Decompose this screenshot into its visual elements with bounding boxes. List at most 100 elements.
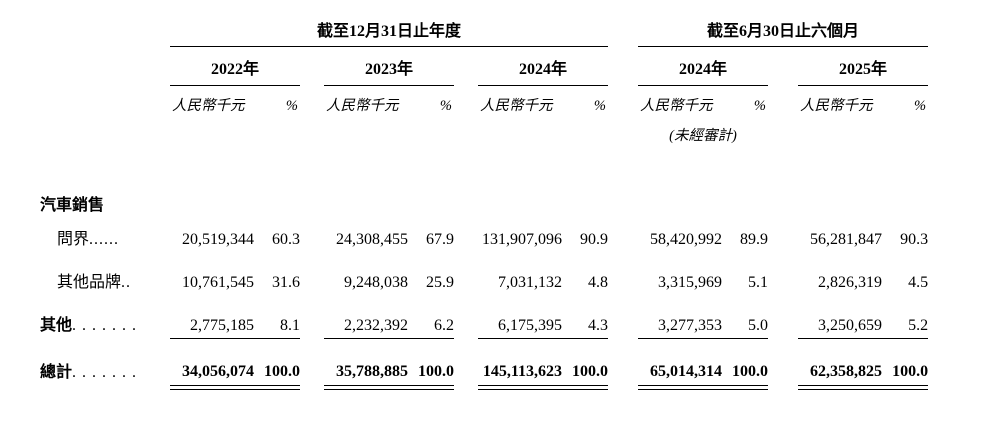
- unit-label: 人民幣千元: [480, 98, 553, 114]
- percent-cell: 31.6: [272, 274, 300, 292]
- dot-leader: . . . . . . .: [72, 317, 138, 335]
- amount-cell: 9,248,038: [344, 274, 408, 292]
- amount-cell: 6,175,395: [478, 307, 562, 350]
- group-gap: [768, 264, 798, 307]
- period-header-annual: 截至12月31日止年度: [170, 6, 609, 47]
- percent-cell: 6.2: [408, 307, 454, 350]
- amount-cell: 3,315,969: [658, 274, 723, 292]
- percent-label: %: [913, 98, 927, 114]
- group-gap: [300, 46, 324, 85]
- row-label-cell: 總計. . . . . . .: [40, 350, 170, 400]
- unaudited-note: (未經審計): [669, 128, 737, 144]
- amount-cell: 131,907,096: [482, 231, 562, 249]
- percent-label: %: [593, 98, 607, 114]
- table-row-others: 其他. . . . . . . 2,775,185 8.1 2,232,392 …: [40, 307, 929, 350]
- total-amount-cell: 65,014,314: [638, 350, 723, 400]
- spacer-row: [40, 145, 928, 185]
- percent-cell: 8.1: [254, 307, 300, 350]
- group-gap: [454, 221, 478, 264]
- percent-cell: 5.2: [882, 307, 929, 350]
- total-amount-cell: 35,788,885: [324, 350, 408, 400]
- group-gap: [300, 350, 324, 400]
- percent-cell: 89.9: [740, 231, 769, 249]
- group-gap: [608, 6, 638, 46]
- amount-cell: 58,420,992: [650, 231, 723, 249]
- total-amount-cell: 145,113,623: [478, 350, 562, 400]
- table-row-other-brands: 其他品牌.. 10,761,545 31.6 9,248,038 25.9 7,…: [40, 264, 928, 307]
- amount-cell: 3,250,659: [798, 307, 883, 350]
- percent-cell: 4.5: [908, 274, 929, 292]
- row-label-cell: 問界......: [40, 221, 170, 264]
- row-label: 總計: [40, 363, 73, 381]
- revenue-breakdown-table: 截至12月31日止年度 截至6月30日止六個月 2022年 2023年 2024…: [40, 6, 929, 400]
- percent-cell: 60.3: [272, 231, 300, 249]
- group-gap: [608, 221, 638, 264]
- dot-leader: . . . . . . .: [72, 363, 138, 381]
- amount-cell: 2,232,392: [324, 307, 408, 350]
- period-header-row: 截至12月31日止年度 截至6月30日止六個月: [40, 6, 929, 47]
- group-gap: [768, 46, 798, 85]
- amount-cell: 10,761,545: [182, 274, 254, 292]
- group-gap: [300, 221, 324, 264]
- group-gap: [300, 264, 324, 307]
- percent-label: %: [285, 98, 298, 114]
- amount-cell: 2,826,319: [818, 274, 883, 292]
- section-header-row: 汽車銷售: [40, 185, 928, 221]
- group-gap: [608, 115, 638, 145]
- dot-leader: ..: [121, 274, 132, 292]
- period-header-interim: 截至6月30日止六個月: [638, 6, 929, 47]
- label-column-spacer: [40, 85, 170, 115]
- group-gap: [608, 85, 638, 115]
- section-label-vehicle-sales: 汽車銷售: [40, 197, 105, 214]
- total-amount-cell: 62,358,825: [798, 350, 883, 400]
- row-label: 其他品牌: [57, 274, 122, 292]
- label-column-spacer: [40, 6, 170, 46]
- percent-cell: 5.0: [722, 307, 769, 350]
- label-column-spacer: [40, 46, 170, 85]
- year-header-2022: 2022年: [170, 46, 300, 86]
- percent-cell: 90.9: [580, 231, 609, 249]
- amount-cell: 3,277,353: [638, 307, 723, 350]
- group-gap: [768, 350, 798, 400]
- group-gap: [300, 85, 324, 115]
- amount-cell: 56,281,847: [810, 231, 883, 249]
- group-gap: [608, 46, 638, 85]
- group-gap: [608, 307, 638, 350]
- row-label: 問界: [57, 231, 90, 249]
- amount-cell: 2,775,185: [170, 307, 254, 350]
- year-header-2023: 2023年: [324, 46, 454, 86]
- group-gap: [768, 115, 798, 145]
- year-header-2025: 2025年: [798, 46, 929, 86]
- label-column-spacer: [40, 115, 170, 145]
- total-amount-cell: 34,056,074: [170, 350, 254, 400]
- percent-cell: 67.9: [426, 231, 454, 249]
- dot-leader: ......: [89, 231, 120, 249]
- row-label-cell: 其他品牌..: [40, 264, 170, 307]
- percent-cell: 4.3: [562, 307, 609, 350]
- amount-cell: 24,308,455: [336, 231, 408, 249]
- unit-label: 人民幣千元: [640, 98, 713, 114]
- unit-label: 人民幣千元: [172, 98, 245, 114]
- row-label: 其他: [40, 317, 73, 335]
- total-percent-cell: 100.0: [562, 350, 609, 400]
- note-spacer: [170, 115, 608, 145]
- group-gap: [768, 221, 798, 264]
- percent-label: %: [753, 98, 767, 114]
- group-gap: [454, 46, 478, 85]
- unit-label: 人民幣千元: [800, 98, 873, 114]
- group-gap: [608, 264, 638, 307]
- group-gap: [454, 85, 478, 115]
- percent-label: %: [439, 98, 452, 114]
- table-row-aito: 問界...... 20,519,344 60.3 24,308,455 67.9…: [40, 221, 928, 264]
- unaudited-note-row: (未經審計): [40, 115, 928, 145]
- group-gap: [768, 85, 798, 115]
- amount-cell: 7,031,132: [498, 274, 562, 292]
- year-header-2024-interim: 2024年: [638, 46, 769, 86]
- total-percent-cell: 100.0: [722, 350, 769, 400]
- group-gap: [454, 264, 478, 307]
- spacer: [40, 145, 928, 185]
- unit-header-row: 人民幣千元 % 人民幣千元 % 人民幣千元 % 人民幣千元 % 人民幣千元 %: [40, 85, 928, 115]
- total-percent-cell: 100.0: [408, 350, 454, 400]
- percent-cell: 4.8: [588, 274, 609, 292]
